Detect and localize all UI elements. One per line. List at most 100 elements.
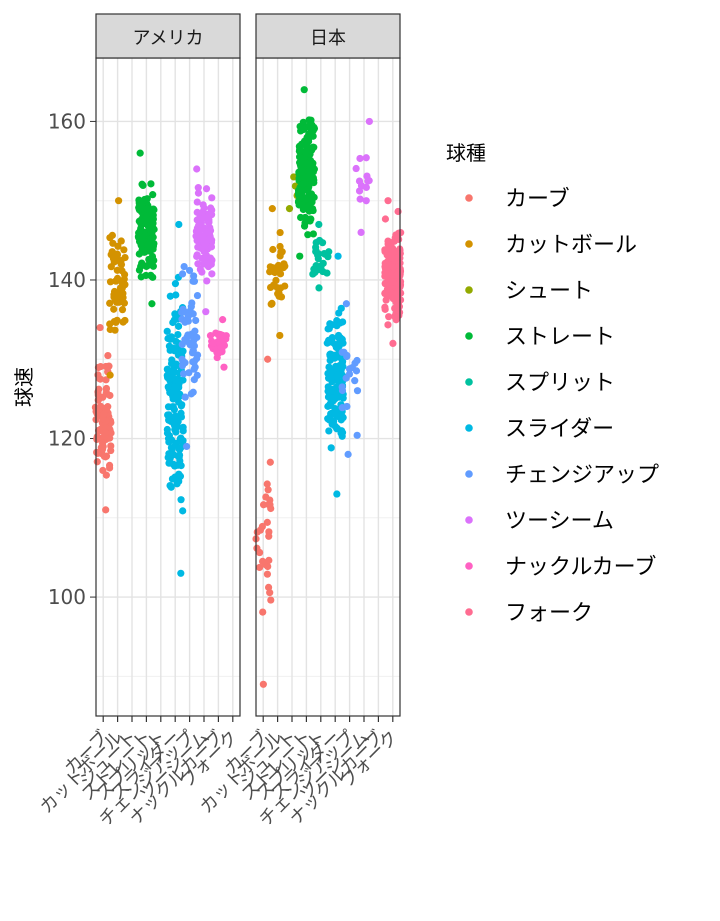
data-point bbox=[110, 293, 118, 301]
data-point bbox=[393, 271, 401, 279]
data-point bbox=[352, 164, 360, 173]
data-point bbox=[309, 143, 317, 151]
data-point bbox=[208, 194, 216, 202]
data-point bbox=[345, 370, 354, 378]
data-point bbox=[389, 263, 397, 271]
data-point bbox=[110, 287, 119, 296]
data-point bbox=[364, 177, 372, 185]
data-point bbox=[95, 385, 103, 393]
facet-strip-label: 日本 bbox=[310, 28, 346, 49]
data-point bbox=[106, 278, 115, 286]
data-point bbox=[150, 225, 158, 233]
data-point bbox=[337, 304, 345, 312]
data-point bbox=[139, 181, 147, 189]
y-tick-label: 100 bbox=[48, 585, 86, 609]
data-point bbox=[297, 213, 305, 222]
data-point bbox=[166, 335, 174, 343]
data-point bbox=[266, 501, 274, 509]
facet-panel: アメリカカーブカットボールシュートストレートスプリットスライダーチェンジアップツ… bbox=[36, 13, 242, 831]
data-point bbox=[263, 570, 271, 578]
data-point bbox=[218, 331, 227, 339]
data-point bbox=[200, 235, 209, 243]
data-point bbox=[304, 231, 312, 239]
data-point bbox=[324, 402, 332, 410]
legend-label: ナックルカーブ bbox=[505, 555, 656, 580]
data-point bbox=[267, 266, 275, 274]
data-point bbox=[177, 413, 186, 421]
data-point bbox=[102, 384, 111, 393]
data-point bbox=[190, 376, 198, 384]
data-point bbox=[355, 187, 364, 195]
data-point bbox=[177, 462, 185, 470]
data-point bbox=[93, 435, 101, 444]
data-point bbox=[137, 273, 145, 281]
data-point bbox=[310, 265, 318, 273]
data-point bbox=[100, 410, 108, 418]
data-point bbox=[265, 528, 273, 536]
data-point bbox=[120, 299, 128, 307]
data-point bbox=[328, 420, 336, 428]
data-point bbox=[203, 277, 211, 285]
data-point bbox=[381, 303, 389, 311]
data-point bbox=[327, 444, 335, 452]
data-point bbox=[389, 339, 397, 347]
data-point bbox=[381, 269, 389, 277]
data-point bbox=[338, 413, 346, 421]
data-point bbox=[185, 266, 194, 275]
data-point bbox=[110, 305, 118, 313]
data-point bbox=[165, 459, 173, 467]
data-point bbox=[336, 337, 344, 345]
data-point bbox=[170, 406, 178, 414]
data-point bbox=[102, 506, 110, 514]
legend-key bbox=[465, 424, 473, 432]
data-point bbox=[192, 316, 200, 325]
data-point bbox=[356, 195, 364, 203]
data-point bbox=[270, 281, 278, 289]
data-point bbox=[137, 203, 145, 212]
data-point bbox=[256, 548, 264, 557]
data-point bbox=[255, 563, 264, 572]
data-point bbox=[305, 172, 313, 181]
data-point bbox=[165, 450, 173, 458]
data-point bbox=[353, 387, 362, 395]
data-point bbox=[102, 376, 110, 384]
data-point bbox=[106, 371, 114, 379]
data-point bbox=[118, 306, 127, 314]
legend-label: スプリット bbox=[505, 371, 615, 396]
data-point bbox=[384, 321, 392, 329]
data-point bbox=[333, 344, 341, 352]
data-point bbox=[93, 458, 101, 466]
data-point bbox=[266, 589, 274, 597]
data-point bbox=[267, 596, 275, 604]
data-point bbox=[299, 180, 307, 188]
data-point bbox=[264, 486, 272, 494]
data-point bbox=[206, 332, 215, 340]
data-point bbox=[193, 208, 201, 216]
legend-label: カットボール bbox=[505, 233, 637, 258]
data-point bbox=[336, 370, 344, 378]
data-point bbox=[107, 446, 115, 455]
data-point bbox=[114, 242, 122, 250]
data-point bbox=[189, 388, 197, 396]
data-point bbox=[208, 270, 216, 278]
data-point bbox=[397, 229, 405, 237]
data-point bbox=[259, 680, 267, 688]
data-point bbox=[95, 374, 104, 383]
data-point bbox=[268, 299, 276, 307]
data-point bbox=[164, 374, 172, 382]
data-point bbox=[277, 293, 286, 301]
data-point bbox=[352, 367, 361, 375]
data-point bbox=[149, 215, 157, 223]
data-point bbox=[187, 303, 195, 311]
data-point bbox=[196, 215, 204, 223]
data-point bbox=[345, 365, 354, 373]
data-point bbox=[365, 117, 373, 126]
data-point bbox=[174, 322, 183, 330]
data-point bbox=[177, 496, 185, 504]
data-point bbox=[258, 522, 266, 531]
data-point bbox=[209, 339, 217, 347]
data-point bbox=[259, 557, 267, 565]
data-point bbox=[320, 249, 328, 258]
data-point bbox=[353, 431, 361, 439]
